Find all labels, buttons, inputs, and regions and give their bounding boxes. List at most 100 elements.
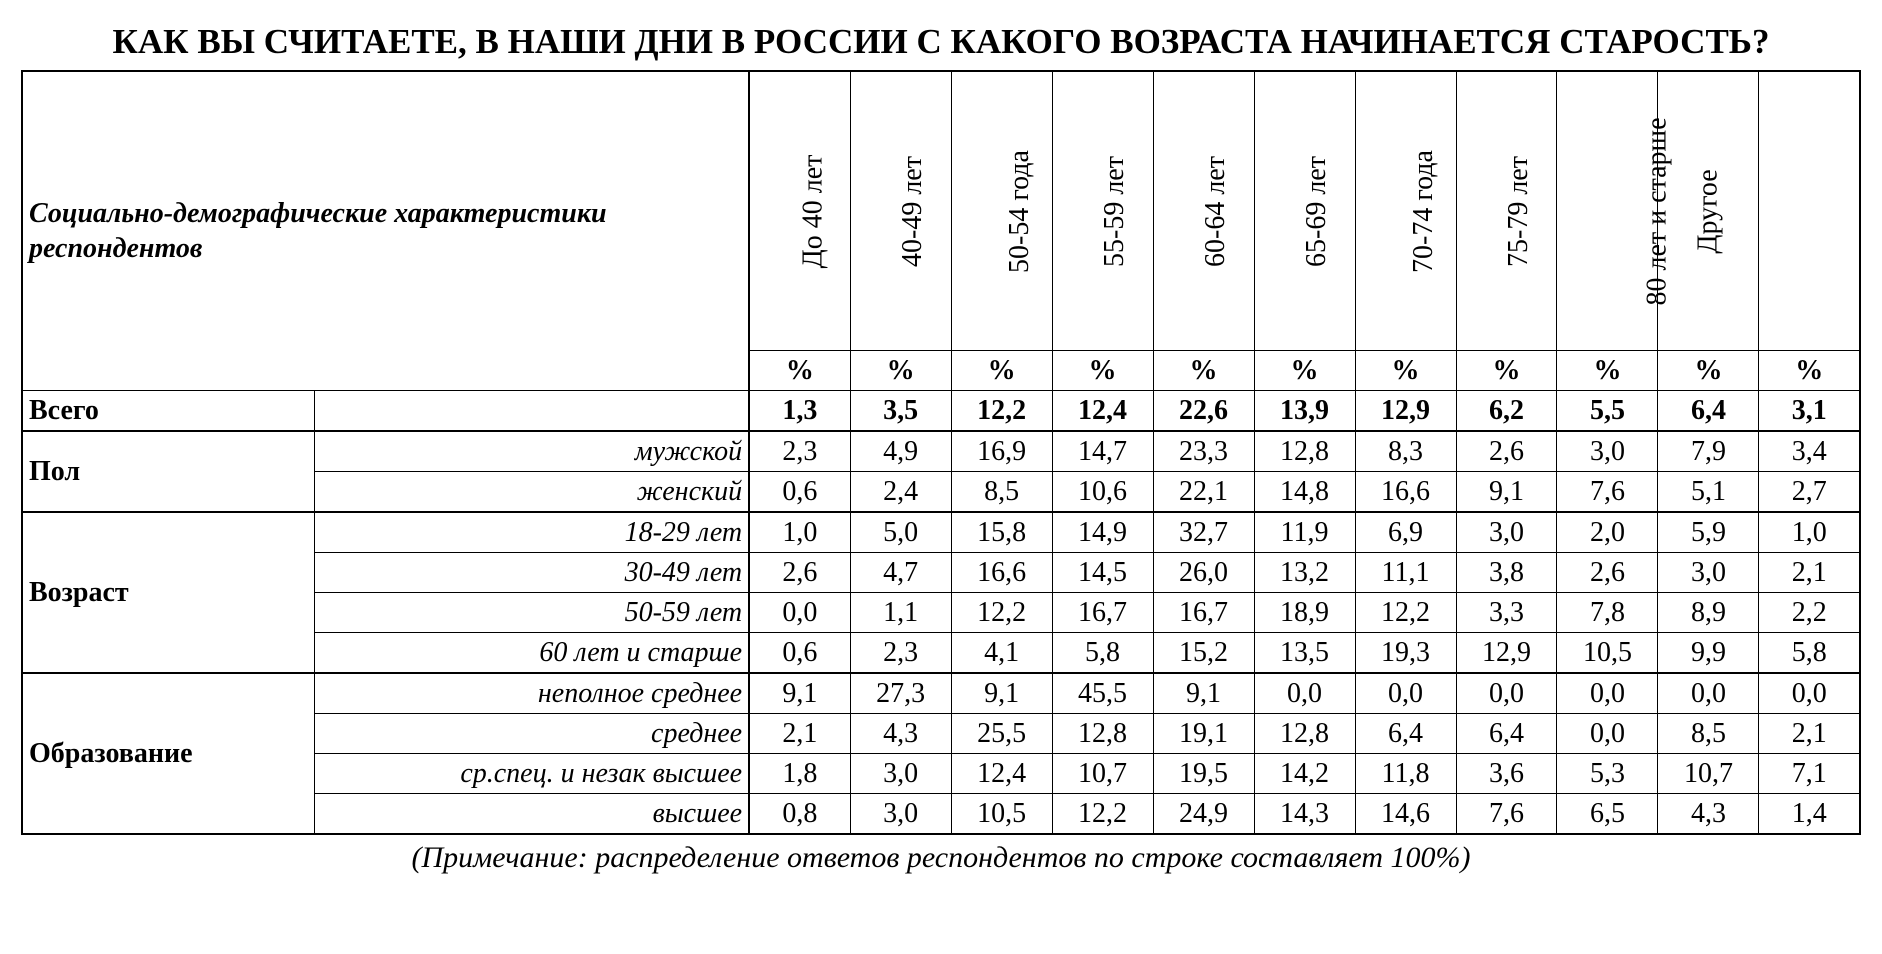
page-title: КАК ВЫ СЧИТАЕТЕ, В НАШИ ДНИ В РОССИИ С К… <box>21 20 1861 64</box>
percent-label: % <box>1557 351 1658 391</box>
table-cell: 9,1 <box>951 673 1052 714</box>
sub-cell: ср.спец. и незак высшее <box>315 754 749 794</box>
table-row: Возраст18-29 лет1,05,015,814,932,711,96,… <box>22 512 1860 553</box>
category-cell: Пол <box>22 431 315 512</box>
percent-label: % <box>1355 351 1456 391</box>
table-cell: 2,0 <box>1557 512 1658 553</box>
table-cell: 22,6 <box>1153 391 1254 432</box>
table-cell: 6,4 <box>1456 714 1557 754</box>
table-cell: 3,1 <box>1759 391 1860 432</box>
table-cell: 18,9 <box>1254 593 1355 633</box>
sub-cell: мужской <box>315 431 749 472</box>
table-cell: 14,7 <box>1052 431 1153 472</box>
col-header: 55-59 лет <box>1052 71 1153 351</box>
table-cell: 5,9 <box>1658 512 1759 553</box>
table-row: Образованиенеполное среднее9,127,39,145,… <box>22 673 1860 714</box>
table-cell: 5,8 <box>1759 633 1860 674</box>
table-cell: 4,7 <box>850 553 951 593</box>
table-cell: 14,9 <box>1052 512 1153 553</box>
table-cell: 4,3 <box>1658 794 1759 835</box>
table-cell: 12,8 <box>1254 714 1355 754</box>
table-cell: 12,4 <box>951 754 1052 794</box>
table-cell: 3,3 <box>1456 593 1557 633</box>
col-header: Затрудняюсь ответить <box>1759 71 1860 351</box>
table-cell: 22,1 <box>1153 472 1254 513</box>
table-cell: 12,2 <box>1052 794 1153 835</box>
category-cell-total: Всего <box>22 391 315 432</box>
header-row-categories: Социально-демографические характеристики… <box>22 71 1860 351</box>
table-cell: 9,9 <box>1658 633 1759 674</box>
survey-table: Социально-демографические характеристики… <box>21 70 1861 836</box>
table-cell: 10,6 <box>1052 472 1153 513</box>
sub-cell: высшее <box>315 794 749 835</box>
table-cell: 3,0 <box>1557 431 1658 472</box>
table-cell: 3,5 <box>850 391 951 432</box>
table-cell: 16,6 <box>951 553 1052 593</box>
percent-label: % <box>850 351 951 391</box>
table-cell: 12,2 <box>951 593 1052 633</box>
percent-label: % <box>1456 351 1557 391</box>
sub-cell: 60 лет и старше <box>315 633 749 674</box>
table-cell: 16,7 <box>1153 593 1254 633</box>
table-cell: 2,6 <box>1557 553 1658 593</box>
col-header: До 40 лет <box>749 71 850 351</box>
table-cell: 15,8 <box>951 512 1052 553</box>
table-note: (Примечание: распределение ответов респо… <box>21 841 1861 875</box>
table-cell: 6,2 <box>1456 391 1557 432</box>
table-cell: 5,5 <box>1557 391 1658 432</box>
percent-label: % <box>1254 351 1355 391</box>
table-cell: 3,0 <box>1456 512 1557 553</box>
table-cell: 10,5 <box>951 794 1052 835</box>
table-cell: 0,0 <box>1658 673 1759 714</box>
table-cell: 0,0 <box>1557 714 1658 754</box>
table-cell: 9,1 <box>749 673 850 714</box>
col-header-label: 70-74 года <box>1406 150 1441 273</box>
table-cell: 10,7 <box>1658 754 1759 794</box>
table-cell: 12,2 <box>1355 593 1456 633</box>
table-cell: 0,0 <box>1355 673 1456 714</box>
table-cell: 32,7 <box>1153 512 1254 553</box>
table-cell: 0,0 <box>749 593 850 633</box>
table-cell: 2,2 <box>1759 593 1860 633</box>
table-cell: 12,2 <box>951 391 1052 432</box>
percent-label: % <box>1658 351 1759 391</box>
table-cell: 9,1 <box>1153 673 1254 714</box>
table-cell: 16,9 <box>951 431 1052 472</box>
table-cell: 23,3 <box>1153 431 1254 472</box>
table-cell: 12,4 <box>1052 391 1153 432</box>
table-cell: 2,3 <box>749 431 850 472</box>
table-cell: 12,8 <box>1052 714 1153 754</box>
table-cell: 24,9 <box>1153 794 1254 835</box>
table-cell: 2,1 <box>1759 553 1860 593</box>
table-cell: 1,8 <box>749 754 850 794</box>
table-cell: 19,3 <box>1355 633 1456 674</box>
table-cell: 11,8 <box>1355 754 1456 794</box>
table-cell: 8,5 <box>951 472 1052 513</box>
sub-cell: женский <box>315 472 749 513</box>
table-cell: 10,7 <box>1052 754 1153 794</box>
table-cell: 5,8 <box>1052 633 1153 674</box>
table-cell: 1,4 <box>1759 794 1860 835</box>
table-body: Всего1,33,512,212,422,613,912,96,25,56,4… <box>22 391 1860 835</box>
col-header: 70-74 года <box>1355 71 1456 351</box>
percent-label: % <box>951 351 1052 391</box>
table-cell: 4,1 <box>951 633 1052 674</box>
sub-cell: неполное среднее <box>315 673 749 714</box>
percent-label: % <box>1052 351 1153 391</box>
col-header: 65-69 лет <box>1254 71 1355 351</box>
category-cell: Образование <box>22 673 315 834</box>
table-cell: 0,0 <box>1456 673 1557 714</box>
table-cell: 1,0 <box>749 512 850 553</box>
table-cell: 14,8 <box>1254 472 1355 513</box>
table-cell: 16,6 <box>1355 472 1456 513</box>
table-cell: 2,6 <box>1456 431 1557 472</box>
category-cell: Возраст <box>22 512 315 673</box>
table-cell: 5,0 <box>850 512 951 553</box>
col-header: 75-79 лет <box>1456 71 1557 351</box>
table-cell: 12,8 <box>1254 431 1355 472</box>
table-cell: 1,1 <box>850 593 951 633</box>
table-cell: 8,5 <box>1658 714 1759 754</box>
table-cell: 25,5 <box>951 714 1052 754</box>
col-header-label: До 40 лет <box>795 154 830 268</box>
table-cell: 7,6 <box>1557 472 1658 513</box>
